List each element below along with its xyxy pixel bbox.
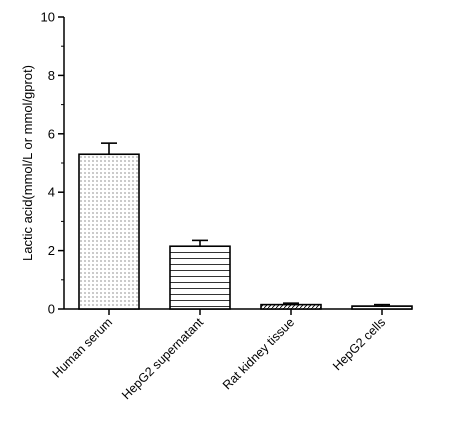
y-tick-label: 6 bbox=[48, 126, 55, 141]
y-tick-label: 8 bbox=[48, 68, 55, 83]
bar bbox=[351, 305, 413, 310]
y-tick-label: 0 bbox=[48, 302, 55, 317]
y-axis: 0 2 4 6 8 10 bbox=[41, 10, 65, 317]
bar bbox=[78, 153, 140, 310]
category-labels: Human serum HepG2 supernatant Rat kidney t… bbox=[50, 315, 388, 402]
bars bbox=[78, 142, 413, 310]
x-tick-label: Rat kidney tissue bbox=[220, 315, 297, 392]
x-tick-label: HepG2 supernatant bbox=[119, 315, 206, 402]
y-tick-label: 10 bbox=[41, 10, 55, 25]
x-axis bbox=[64, 308, 412, 315]
y-tick-label: 4 bbox=[48, 185, 55, 200]
bar bbox=[260, 303, 322, 310]
bar bbox=[169, 245, 231, 310]
x-tick-label: HepG2 cells bbox=[330, 315, 388, 373]
y-tick-label: 2 bbox=[48, 243, 55, 258]
y-axis-title: Lactic acid(mmol/L or mmol/gprot) bbox=[20, 65, 35, 261]
x-tick-label: Human serum bbox=[50, 315, 115, 380]
